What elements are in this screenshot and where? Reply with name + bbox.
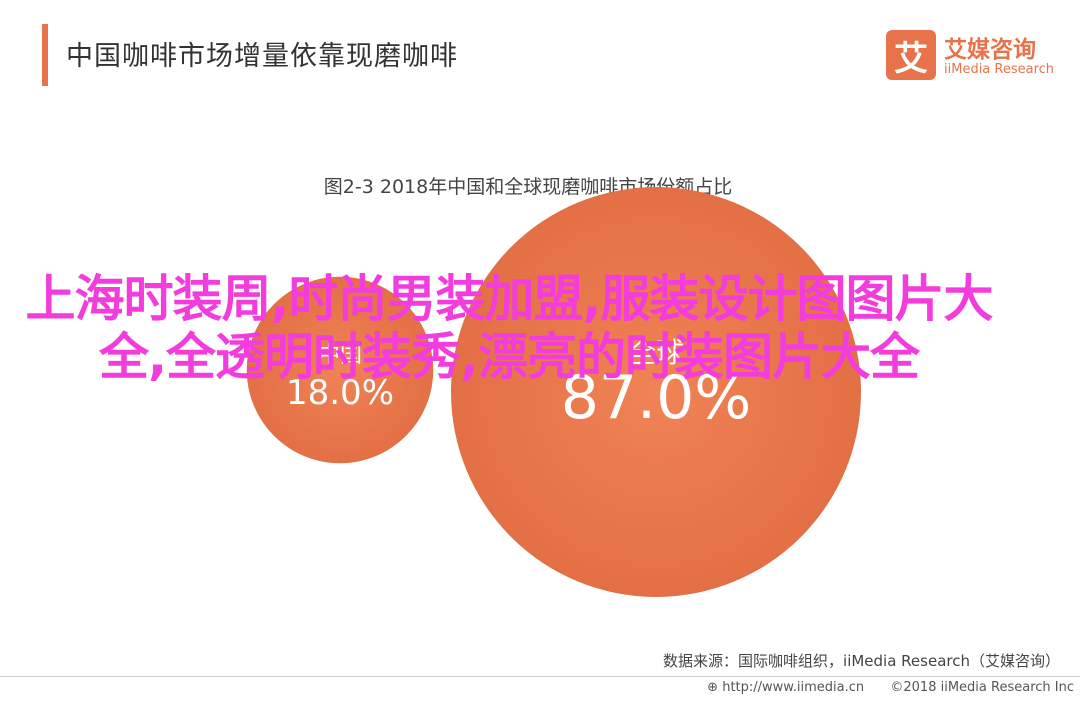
footer: ⊕ http://www.iimedia.cn ©2018 iiMedia Re… [0,680,1074,695]
logo-name-en: iiMedia Research [944,62,1055,77]
footer-url[interactable]: http://www.iimedia.cn [722,680,865,695]
bubble-1 [246,276,434,464]
page-title: 中国咖啡市场增量依靠现磨咖啡 [66,41,458,72]
iimedia-logo: 艾 艾媒咨询 iiMedia Research [886,28,1066,82]
bubble-2 [451,187,861,597]
footer-copyright: ©2018 iiMedia Research Inc [890,680,1074,695]
logo-name-cn: 艾媒咨询 [944,37,1036,63]
data-source: 数据来源：国际咖啡组织，iiMedia Research（艾媒咨询） [663,652,1060,670]
bubble-value-1: 18.0% [286,373,394,413]
bubble-value-2: 87.0% [561,363,752,433]
overlay-caption: 上海时装周,时尚男装加盟,服装设计图图片大全,全透明时装秀,漂亮的时装图片大全 [25,270,994,386]
header-accent-bar [42,24,48,86]
footer-divider [0,676,1080,677]
logo-mark-icon: 艾 [886,30,936,80]
globe-icon: ⊕ [707,680,719,695]
bubble-label-1: 中国 [318,343,362,368]
bubble-label-2: 全球 [628,336,684,369]
